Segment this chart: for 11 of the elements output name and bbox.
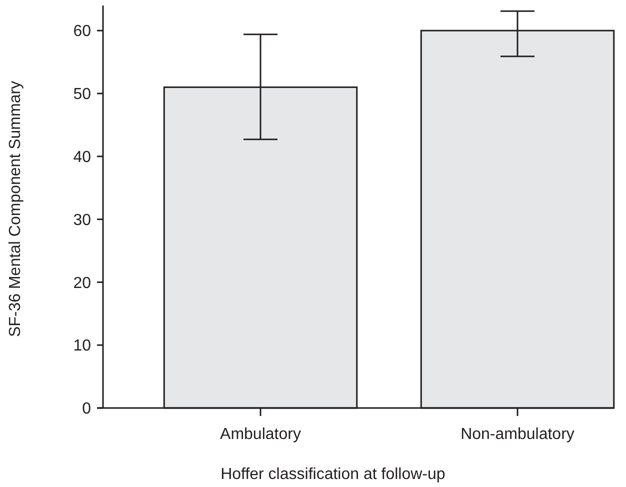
y-tick-label: 0 [82, 400, 92, 418]
x-tick-label: Non-ambulatory [460, 426, 574, 443]
y-tick-label: 30 [73, 212, 92, 229]
y-tick-label: 20 [73, 274, 92, 292]
y-axis-title: SF-36 Mental Component Summary [7, 80, 24, 338]
y-tick-label: 40 [73, 149, 92, 166]
x-axis-title: Hoffer classification at follow-up [220, 466, 446, 483]
y-tick-label: 10 [73, 338, 92, 355]
y-tick-label: 60 [73, 23, 92, 40]
x-tick-label: Ambulatory [220, 426, 301, 443]
y-tick-label: 50 [73, 86, 92, 104]
